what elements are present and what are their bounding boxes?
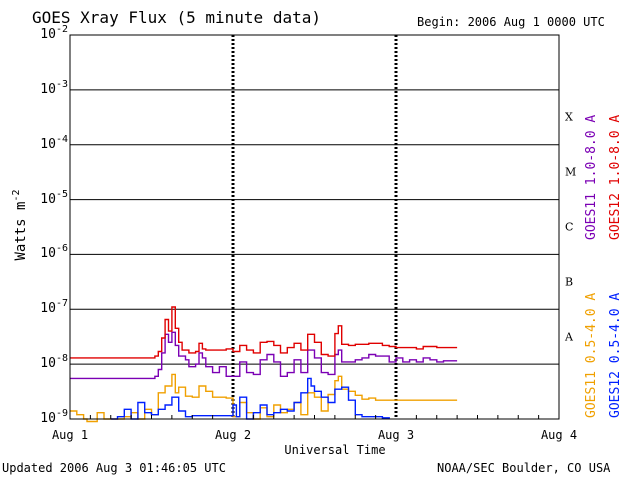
series-line-1 xyxy=(70,306,458,359)
flare-class-a: A xyxy=(565,330,573,344)
y-tick-label: 10-9 xyxy=(10,408,68,426)
y-tick-base: 10 xyxy=(40,27,56,43)
y-tick-exp: -2 xyxy=(55,24,68,36)
y-tick-label: 10-7 xyxy=(10,298,68,316)
chart-title: GOES Xray Flux (5 minute data) xyxy=(32,8,321,27)
y-tick-label: 10-5 xyxy=(10,189,68,207)
y-tick-base: 10 xyxy=(40,411,56,427)
series-line-3 xyxy=(110,377,390,420)
axis-ticks xyxy=(89,415,540,419)
flare-class-b: B xyxy=(565,275,574,289)
series-layer xyxy=(70,306,458,423)
legend-item-2: GOES11 0.5-4.0 A xyxy=(584,292,599,418)
series-line-2 xyxy=(70,373,458,423)
y-tick-label: 10-2 xyxy=(10,24,68,42)
y-tick-exp: -6 xyxy=(55,243,68,255)
y-tick-exp: -8 xyxy=(55,353,68,365)
y-tick-base: 10 xyxy=(40,136,56,152)
legend-item-3: GOES12 0.5-4.0 A xyxy=(608,292,623,418)
x-tick-label: Aug 4 xyxy=(540,428,578,442)
begin-time: Begin: 2006 Aug 1 0000 UTC xyxy=(417,15,605,29)
x-axis-label: Universal Time xyxy=(284,443,386,457)
flare-class-c: C xyxy=(565,220,574,234)
series-line-0 xyxy=(70,331,458,380)
flare-class-x: X xyxy=(565,110,573,124)
credit-text: NOAA/SEC Boulder, CO USA xyxy=(437,461,611,475)
legend-item-1: GOES12 1.0-8.0 A xyxy=(608,114,623,240)
y-tick-label: 10-3 xyxy=(10,79,68,97)
x-tick-label: Aug 1 xyxy=(51,428,89,442)
x-tick-label: Aug 2 xyxy=(214,428,252,442)
y-tick-label: 10-6 xyxy=(10,244,68,262)
plot-frame xyxy=(69,34,560,420)
y-tick-base: 10 xyxy=(40,82,56,98)
y-tick-label: 10-4 xyxy=(10,134,68,152)
y-tick-exp: -5 xyxy=(55,188,68,200)
y-tick-exp: -3 xyxy=(55,79,68,91)
updated-timestamp: Updated 2006 Aug 3 01:46:05 UTC xyxy=(2,461,226,475)
y-tick-label: 10-8 xyxy=(10,353,68,371)
y-tick-exp: -7 xyxy=(55,298,68,310)
y-tick-exp: -9 xyxy=(55,408,68,420)
y-tick-base: 10 xyxy=(40,356,56,372)
flare-class-m: M xyxy=(565,165,577,179)
y-tick-base: 10 xyxy=(40,191,56,207)
gridlines xyxy=(70,34,559,420)
x-tick-label: Aug 3 xyxy=(377,428,415,442)
legend-item-0: GOES11 1.0-8.0 A xyxy=(584,114,599,240)
y-tick-exp: -4 xyxy=(55,133,68,145)
y-tick-base: 10 xyxy=(40,246,56,262)
y-tick-base: 10 xyxy=(40,301,56,317)
